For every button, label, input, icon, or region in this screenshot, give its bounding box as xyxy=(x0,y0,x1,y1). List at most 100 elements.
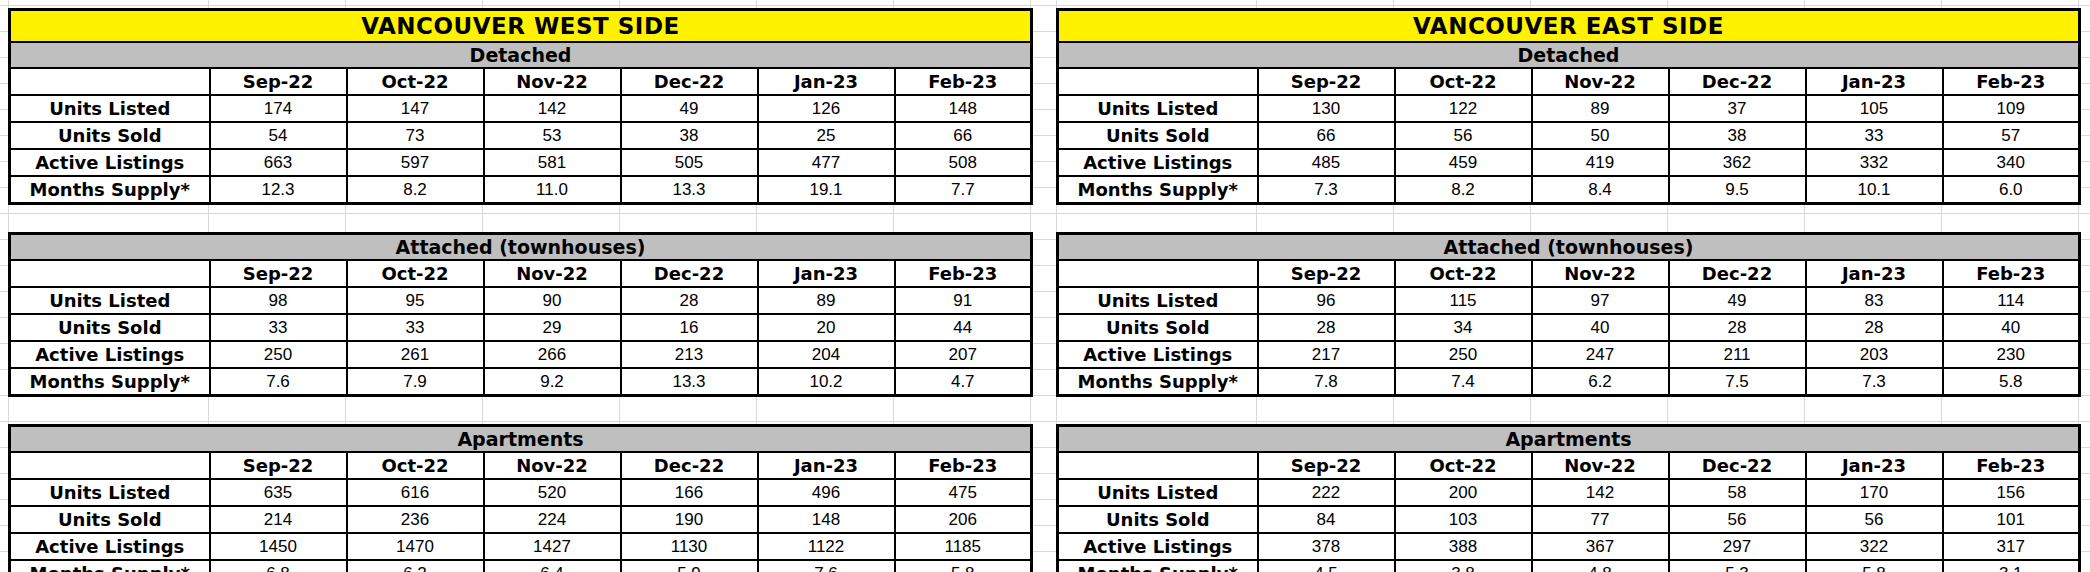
value-cell: 475 xyxy=(895,479,1032,506)
value-cell: 3.1 xyxy=(1943,560,2080,572)
value-cell: 11.0 xyxy=(484,176,621,204)
table-row: Months Supply*7.87.46.27.57.35.8 xyxy=(1058,368,2080,396)
month-header-cell: Jan-23 xyxy=(1806,260,1943,287)
month-header-cell: Sep-22 xyxy=(1258,68,1395,95)
table-row: Units Listed989590288991 xyxy=(10,287,1032,314)
value-cell: 217 xyxy=(1258,341,1395,368)
value-cell: 29 xyxy=(484,314,621,341)
row-label-cell: Units Sold xyxy=(10,314,210,341)
table-row: Units Listed17414714249126148 xyxy=(10,95,1032,122)
value-cell: 3.8 xyxy=(1395,560,1532,572)
section-header-row: Attached (townhouses) xyxy=(1058,234,2080,261)
value-cell: 5.8 xyxy=(1943,368,2080,396)
section-header-row: Detached xyxy=(10,42,1032,68)
section-header: Attached (townhouses) xyxy=(1058,234,2080,261)
value-cell: 9.2 xyxy=(484,368,621,396)
row-label-cell: Active Listings xyxy=(10,341,210,368)
value-cell: 200 xyxy=(1395,479,1532,506)
value-cell: 236 xyxy=(347,506,484,533)
value-cell: 5.8 xyxy=(1806,560,1943,572)
value-cell: 190 xyxy=(621,506,758,533)
table-row: Active Listings145014701427113011221185 xyxy=(10,533,1032,560)
value-cell: 122 xyxy=(1395,95,1532,122)
value-cell: 317 xyxy=(1943,533,2080,560)
row-label-cell: Months Supply* xyxy=(1058,176,1258,204)
value-cell: 207 xyxy=(895,341,1032,368)
value-cell: 6.4 xyxy=(484,560,621,572)
table-row: Units Listed1301228937105109 xyxy=(1058,95,2080,122)
value-cell: 7.6 xyxy=(758,560,895,572)
value-cell: 50 xyxy=(1532,122,1669,149)
table-row: Months Supply*12.38.211.013.319.17.7 xyxy=(10,176,1032,204)
month-header-cell: Oct-22 xyxy=(347,68,484,95)
month-header-cell: Oct-22 xyxy=(1395,260,1532,287)
value-cell: 214 xyxy=(210,506,347,533)
value-cell: 44 xyxy=(895,314,1032,341)
month-header-cell: Oct-22 xyxy=(1395,68,1532,95)
table-row: Active Listings378388367297322317 xyxy=(1058,533,2080,560)
section-header: Attached (townhouses) xyxy=(10,234,1032,261)
value-cell: 40 xyxy=(1532,314,1669,341)
corner-cell xyxy=(1058,68,1258,95)
table-row: Months Supply*7.38.28.49.510.16.0 xyxy=(1058,176,2080,204)
value-cell: 83 xyxy=(1806,287,1943,314)
row-label-cell: Active Listings xyxy=(10,533,210,560)
value-cell: 53 xyxy=(484,122,621,149)
value-cell: 4.7 xyxy=(895,368,1032,396)
value-cell: 4.8 xyxy=(1532,560,1669,572)
value-cell: 103 xyxy=(1395,506,1532,533)
panel-title: VANCOUVER EAST SIDE xyxy=(1058,10,2080,43)
panel-title: VANCOUVER WEST SIDE xyxy=(10,10,1032,43)
row-label-cell: Months Supply* xyxy=(1058,560,1258,572)
value-cell: 340 xyxy=(1943,149,2080,176)
value-cell: 266 xyxy=(484,341,621,368)
value-cell: 90 xyxy=(484,287,621,314)
value-cell: 77 xyxy=(1532,506,1669,533)
value-cell: 6.0 xyxy=(1943,176,2080,204)
value-cell: 56 xyxy=(1806,506,1943,533)
value-cell: 96 xyxy=(1258,287,1395,314)
value-cell: 6.2 xyxy=(347,560,484,572)
month-header-cell: Dec-22 xyxy=(621,68,758,95)
section-header: Apartments xyxy=(1058,426,2080,453)
value-cell: 58 xyxy=(1669,479,1806,506)
value-cell: 206 xyxy=(895,506,1032,533)
value-cell: 109 xyxy=(1943,95,2080,122)
value-cell: 33 xyxy=(210,314,347,341)
value-cell: 7.9 xyxy=(347,368,484,396)
month-header-cell: Sep-22 xyxy=(210,260,347,287)
table-row: Active Listings217250247211203230 xyxy=(1058,341,2080,368)
value-cell: 56 xyxy=(1395,122,1532,149)
value-cell: 91 xyxy=(895,287,1032,314)
section-header: Apartments xyxy=(10,426,1032,453)
value-cell: 28 xyxy=(1669,314,1806,341)
table-row: Active Listings663597581505477508 xyxy=(10,149,1032,176)
value-cell: 10.1 xyxy=(1806,176,1943,204)
row-label-cell: Units Listed xyxy=(10,479,210,506)
value-cell: 362 xyxy=(1669,149,1806,176)
value-cell: 496 xyxy=(758,479,895,506)
value-cell: 38 xyxy=(1669,122,1806,149)
month-header-cell: Feb-23 xyxy=(895,452,1032,479)
value-cell: 250 xyxy=(1395,341,1532,368)
section-header-row: Attached (townhouses) xyxy=(10,234,1032,261)
month-header-row: Sep-22Oct-22Nov-22Dec-22Jan-23Feb-23 xyxy=(10,260,1032,287)
row-label-cell: Active Listings xyxy=(1058,149,1258,176)
value-cell: 322 xyxy=(1806,533,1943,560)
value-cell: 477 xyxy=(758,149,895,176)
table-row: Months Supply*7.67.99.213.310.24.7 xyxy=(10,368,1032,396)
value-cell: 250 xyxy=(210,341,347,368)
value-cell: 114 xyxy=(1943,287,2080,314)
month-header-cell: Nov-22 xyxy=(484,260,621,287)
month-header-row: Sep-22Oct-22Nov-22Dec-22Jan-23Feb-23 xyxy=(1058,452,2080,479)
table-row: Months Supply*6.86.26.45.97.65.8 xyxy=(10,560,1032,572)
table-row: Months Supply*4.53.84.85.35.83.1 xyxy=(1058,560,2080,572)
value-cell: 4.5 xyxy=(1258,560,1395,572)
month-header-cell: Dec-22 xyxy=(1669,68,1806,95)
value-cell: 1130 xyxy=(621,533,758,560)
value-cell: 5.8 xyxy=(895,560,1032,572)
month-header-cell: Feb-23 xyxy=(1943,452,2080,479)
corner-cell xyxy=(1058,452,1258,479)
value-cell: 34 xyxy=(1395,314,1532,341)
value-cell: 147 xyxy=(347,95,484,122)
